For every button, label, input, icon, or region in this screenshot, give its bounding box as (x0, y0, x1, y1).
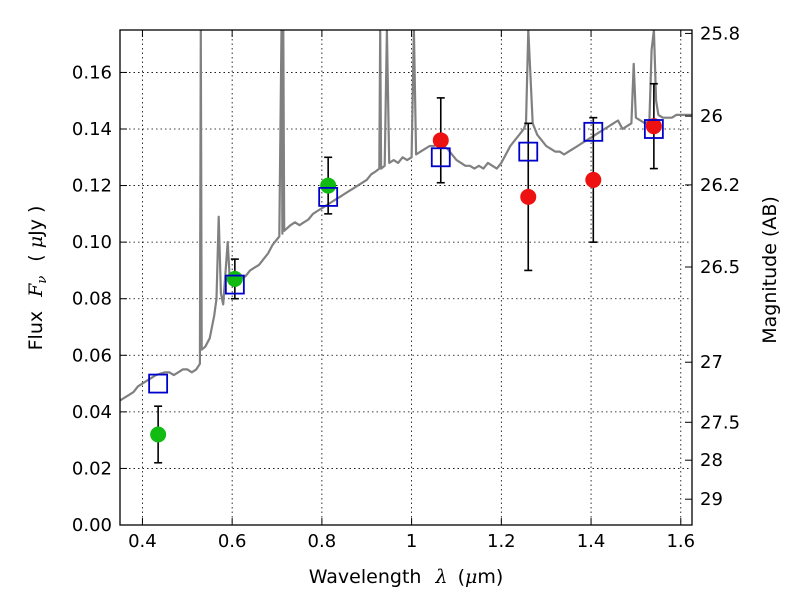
x-axis-title: Wavelength λ (μm) (309, 566, 504, 588)
model-photometry-point (148, 373, 169, 394)
x-tick-label: 1 (406, 531, 417, 552)
y2-tick-label: 27 (700, 352, 723, 373)
x-tick-label: 0.8 (308, 531, 337, 552)
y2-tick-label: 28 (700, 450, 723, 471)
optical-point (226, 270, 243, 287)
nir-point (645, 118, 662, 135)
x-tick-label: 1.2 (487, 531, 516, 552)
x-axis-title-unit-rest: m) (477, 566, 503, 588)
model-photometry-point (583, 121, 604, 142)
y-tick-label: 0.02 (72, 458, 112, 479)
nir-point (432, 132, 449, 149)
y-tick-label: 0.06 (72, 345, 112, 366)
y2-tick-label: 27.5 (700, 412, 740, 433)
y-tick-label: 0.10 (72, 232, 112, 253)
y-axis-title-unit-rest: Jy (25, 219, 47, 237)
x-axis-title-symbol: λ (434, 566, 447, 588)
optical-point (320, 177, 337, 194)
y2-tick-label: 25.8 (700, 23, 740, 44)
y2-axis-title: Magnitude (AB) (759, 196, 781, 344)
model-photometry-point (430, 147, 451, 168)
y-tick-label: 0.00 (72, 515, 112, 536)
y2-tick-label: 26.5 (700, 257, 740, 278)
y-tick-label: 0.16 (72, 62, 112, 83)
y2-tick-labels: 25.8 26 26.2 26.5 27 27.5 28 29 (700, 23, 740, 510)
data-points-layer (148, 82, 664, 464)
y2-tick-label: 26 (700, 106, 723, 127)
y-tick-label: 0.12 (72, 176, 112, 197)
plot-frame (119, 29, 693, 526)
model-spectrum-layer (120, 30, 692, 402)
y-axis-title-unit-close: ) (25, 206, 47, 213)
x-axis-title-unit-mu: μ (465, 566, 477, 588)
model-photometry-point (518, 141, 539, 162)
y-axis-title-unit-mu: μ (25, 236, 47, 248)
grid (120, 30, 692, 526)
model-photometry-point (224, 274, 245, 295)
nir-point (520, 188, 537, 205)
x-tick-label: 1.4 (577, 531, 606, 552)
model-photometry-point (318, 186, 339, 207)
y-axis-title-sub: ν (35, 276, 50, 284)
y-axis-title: Flux Fν ( μJy) (25, 206, 51, 351)
y-axis-title-symbol: F (25, 283, 47, 298)
y-axis-title-prefix: Flux (25, 311, 47, 351)
axis-ticks (120, 30, 692, 526)
model-photometry-point (643, 119, 664, 139)
x-axis-title-prefix: Wavelength (309, 566, 422, 588)
nir-point (585, 171, 602, 188)
optical-point (150, 426, 167, 443)
y-tick-label: 0.04 (72, 402, 112, 423)
y-axis-title-unit-open: ( (25, 254, 47, 261)
x-axis-title-unit-open: ( (458, 566, 465, 588)
y2-tick-label: 29 (700, 489, 723, 510)
y-tick-labels: 0.00 0.02 0.04 0.06 0.08 0.10 0.12 0.14 0.16 (72, 62, 112, 536)
x-tick-labels: 0.4 0.6 0.8 1 1.2 1.4 1.6 (128, 531, 695, 552)
model-spectrum-line (120, 30, 692, 402)
x-tick-label: 0.4 (128, 531, 157, 552)
y2-tick-label: 26.2 (700, 175, 740, 196)
x-tick-label: 0.6 (218, 531, 247, 552)
y-tick-label: 0.08 (72, 289, 112, 310)
y-tick-label: 0.14 (72, 119, 112, 140)
x-tick-label: 1.6 (666, 531, 695, 552)
